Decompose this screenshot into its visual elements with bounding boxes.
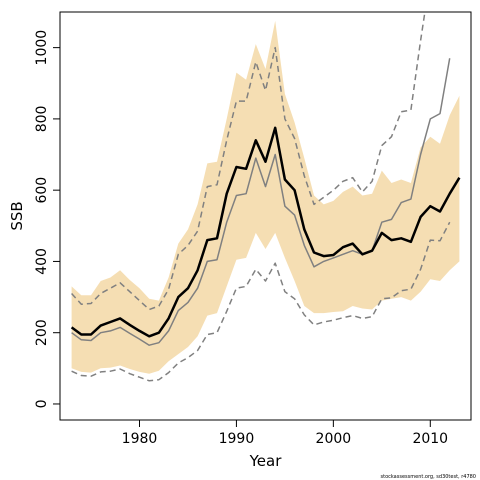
estimate-line [70,126,461,338]
y-tick-label: 600 [34,177,50,204]
y-tick-label: 400 [34,248,50,275]
confidence-band-layer [71,20,460,374]
y-tick-label: 200 [34,319,50,346]
credit-text: stockassessment.org, sd30test, r4780 [381,474,477,480]
comparison-estimate-line [71,58,451,346]
y-tick-label: 0 [34,400,50,409]
x-tick-label: 1990 [219,431,255,447]
plot-frame [59,11,472,421]
x-axis: 1980 1990 2000 2010 [122,420,448,447]
x-tick-label: 1980 [122,431,158,447]
confidence-band [71,20,460,374]
comparison-lower-line [71,221,451,382]
x-tick-label: 2010 [412,431,448,447]
x-tick-label: 2000 [316,431,352,447]
y-tick-label: 1000 [34,30,50,66]
y-tick-label: 800 [34,106,50,133]
series-lines-layer [70,12,461,382]
y-axis-title: SSB [8,201,26,230]
y-axis: 0 200 400 600 800 1000 [34,30,60,409]
comparison-upper-line [71,12,426,311]
x-axis-title: Year [249,452,283,470]
